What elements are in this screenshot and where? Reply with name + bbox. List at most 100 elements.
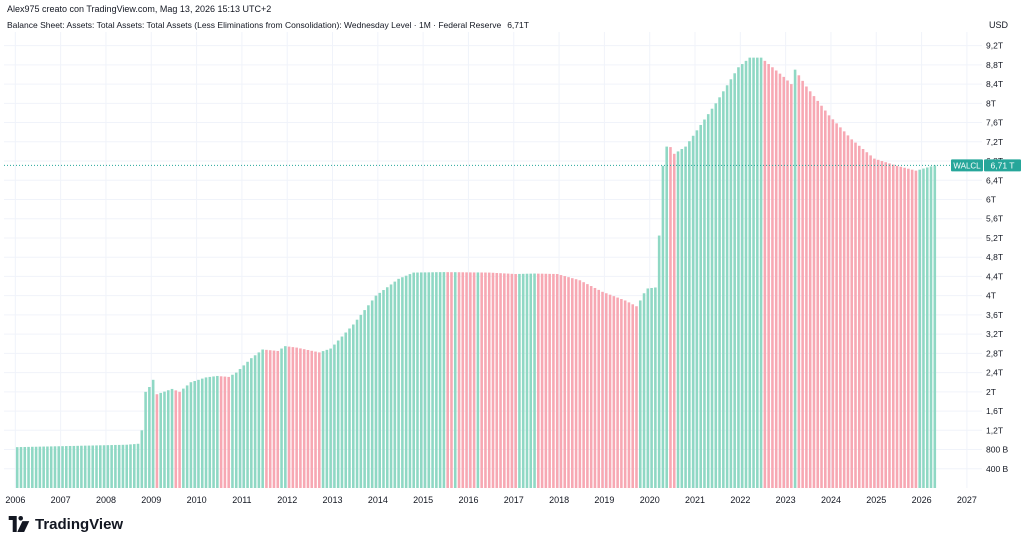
bar [589, 286, 593, 488]
bar [178, 391, 181, 488]
bar [272, 350, 276, 488]
bar [461, 272, 465, 488]
bar [121, 444, 125, 488]
bar [42, 446, 45, 488]
bar [933, 165, 937, 488]
bar [397, 278, 400, 488]
bar [189, 382, 193, 488]
bar [718, 97, 721, 488]
x-tick-label: 2008 [96, 495, 116, 505]
bar [869, 155, 872, 488]
chart-credit: Alex975 creato con TradingView.com, Mag … [7, 4, 272, 14]
bar [110, 445, 113, 488]
bar [318, 352, 321, 488]
bar [306, 350, 310, 488]
bar [616, 297, 619, 488]
bar [703, 119, 706, 489]
bar [903, 167, 906, 488]
bar [144, 391, 147, 488]
bar [597, 289, 601, 488]
bar [812, 96, 816, 489]
bar [922, 168, 925, 488]
x-tick-label: 2013 [323, 495, 343, 505]
x-axis-labels[interactable]: 2006 2007 2008 2009 2010 2011 2012 2013 2014 2015… [5, 495, 977, 505]
bar [363, 310, 366, 488]
bar [873, 158, 876, 488]
bar [752, 57, 755, 488]
bar [571, 278, 574, 488]
bar [393, 281, 397, 488]
bar [514, 274, 517, 488]
bar [333, 344, 336, 488]
bar [657, 235, 661, 488]
bar [193, 381, 196, 488]
bar [495, 273, 499, 488]
y-tick-label: 5,6T [986, 214, 1003, 224]
bar [72, 445, 76, 488]
legend-title: Balance Sheet: Assets: Total Assets: Tot… [7, 20, 502, 30]
bar [722, 91, 725, 489]
bar [151, 379, 155, 488]
bar [404, 275, 408, 488]
bar [19, 447, 23, 488]
currency-label[interactable]: USD [989, 20, 1009, 30]
x-tick-label: 2027 [957, 495, 977, 505]
bar [793, 69, 797, 488]
bar [880, 161, 884, 488]
bar [631, 304, 635, 488]
y-tick-label: 9,2T [986, 41, 1003, 51]
bar [238, 368, 242, 488]
bar [46, 446, 49, 488]
bar [518, 273, 521, 488]
tradingview-logo-icon [8, 516, 30, 532]
bar [185, 385, 189, 488]
bar [774, 70, 778, 488]
bar [918, 169, 921, 488]
bar [472, 272, 476, 488]
bar [212, 376, 215, 488]
bar [699, 124, 702, 489]
y-tick-label: 8T [986, 98, 996, 108]
bar [748, 57, 752, 488]
bar [646, 288, 650, 488]
y-tick-label: 800 B [986, 445, 1009, 455]
bar [839, 127, 842, 489]
bar [265, 349, 268, 488]
x-tick-label: 2018 [549, 495, 569, 505]
bar [782, 76, 786, 489]
bar [102, 445, 106, 488]
bar [170, 388, 174, 488]
y-tick-label: 4,8T [986, 252, 1003, 262]
series-legend[interactable]: Balance Sheet: Assets: Total Assets: Tot… [7, 20, 529, 30]
bar [284, 346, 287, 488]
bar [544, 273, 548, 488]
bar [53, 446, 57, 488]
bar [208, 376, 212, 488]
bar [352, 324, 355, 488]
bar [438, 272, 442, 488]
bar [846, 135, 850, 488]
y-tick-label: 6,4T [986, 175, 1003, 185]
bar [688, 141, 691, 488]
bar [68, 445, 72, 488]
bar [669, 147, 672, 488]
bar [620, 299, 623, 488]
y-axis-labels[interactable]: 400 B 800 B 1,2T 1,6T 2T 2,4T 2,8T 3,2T 3,6T 4T 4,… [986, 41, 1009, 474]
bar [914, 170, 918, 488]
bar [582, 282, 585, 488]
bar [695, 130, 699, 488]
y-tick-label: 5,2T [986, 233, 1003, 243]
bar [801, 80, 804, 489]
bar [76, 445, 79, 488]
bar [223, 376, 227, 488]
bar [525, 273, 529, 488]
bar [38, 446, 42, 488]
last-value-marker: WALCL 6,71 T [951, 159, 1021, 172]
bar [117, 444, 121, 488]
legend-last-value: 6,71T [507, 20, 529, 30]
bar [61, 446, 64, 488]
x-tick-label: 2024 [821, 495, 841, 505]
brand[interactable]: TradingView [8, 514, 123, 534]
bar [559, 275, 563, 488]
